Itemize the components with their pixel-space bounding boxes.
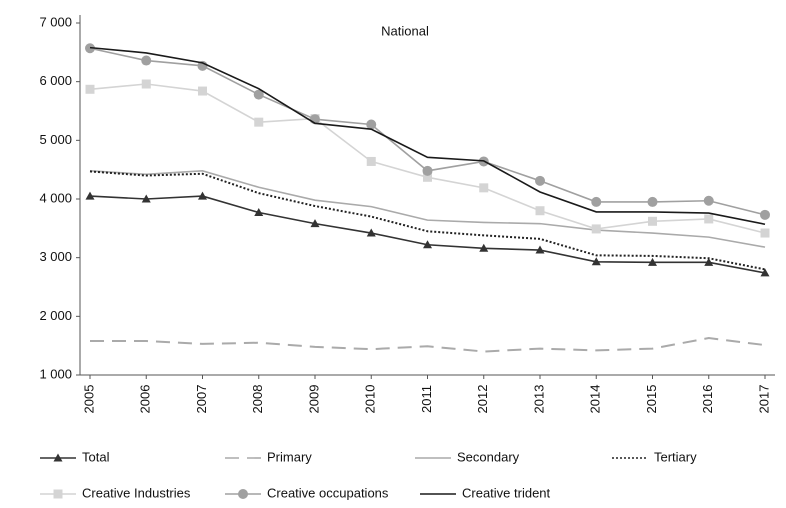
x-tick-label: 2015 [644, 385, 659, 414]
y-tick-label: 6 000 [39, 73, 72, 88]
series-line [89, 83, 766, 234]
series-line [89, 170, 766, 271]
marker [760, 228, 770, 238]
chart-title: National [381, 23, 429, 38]
marker [648, 216, 657, 226]
x-tick-label: 2016 [700, 385, 715, 414]
y-tick-label: 2 000 [39, 308, 72, 323]
legend-label: Creative Industries [82, 485, 191, 500]
legend-label: Creative trident [462, 485, 551, 500]
marker [366, 156, 376, 166]
marker [141, 55, 152, 66]
marker [253, 89, 264, 100]
marker [366, 119, 377, 130]
series-line [89, 47, 766, 216]
x-tick-label: 2007 [194, 385, 209, 414]
marker [141, 79, 151, 89]
series-line [90, 337, 766, 353]
x-tick-label: 2011 [419, 385, 434, 413]
x-tick-label: 2017 [756, 385, 771, 414]
y-tick-label: 4 000 [39, 190, 72, 205]
legend-label: Primary [267, 449, 312, 464]
marker [648, 257, 657, 266]
x-tick-label: 2013 [531, 385, 546, 414]
marker [85, 84, 95, 94]
marker [422, 165, 433, 176]
x-tick-label: 2008 [250, 385, 265, 414]
x-tick-label: 2014 [588, 385, 603, 414]
marker [704, 214, 714, 224]
legend-label: Secondary [457, 449, 520, 464]
series-line [89, 170, 766, 248]
marker [423, 240, 432, 249]
y-tick-label: 7 000 [39, 14, 72, 29]
legend-label: Total [82, 449, 110, 464]
marker [254, 207, 264, 216]
marker [591, 196, 602, 207]
marker [141, 194, 151, 203]
marker [238, 489, 248, 499]
x-tick-label: 2010 [363, 385, 378, 414]
y-tick-label: 5 000 [39, 132, 72, 147]
marker [310, 219, 320, 228]
legend-label: Tertiary [654, 449, 697, 464]
marker [53, 489, 63, 499]
marker [254, 117, 264, 127]
x-tick-label: 2006 [138, 385, 153, 414]
marker [479, 243, 489, 252]
marker [760, 209, 770, 220]
marker [704, 257, 714, 266]
marker [423, 172, 432, 182]
marker [647, 196, 658, 207]
marker [535, 206, 545, 216]
marker [703, 195, 714, 206]
x-tick-label: 2009 [306, 385, 321, 414]
legend-label: Creative occupations [267, 485, 389, 500]
marker [53, 453, 63, 462]
marker [535, 175, 545, 186]
marker [366, 228, 376, 237]
marker [591, 224, 601, 234]
marker [479, 183, 489, 193]
x-tick-label: 2012 [475, 385, 490, 414]
y-tick-label: 3 000 [39, 249, 72, 264]
series-line [89, 46, 766, 226]
marker [198, 86, 207, 96]
x-tick-label: 2005 [81, 385, 96, 414]
marker [760, 268, 770, 277]
marker [198, 191, 207, 200]
marker [85, 191, 95, 200]
y-tick-label: 1 000 [39, 366, 72, 381]
marker [535, 245, 545, 254]
marker [591, 257, 601, 266]
